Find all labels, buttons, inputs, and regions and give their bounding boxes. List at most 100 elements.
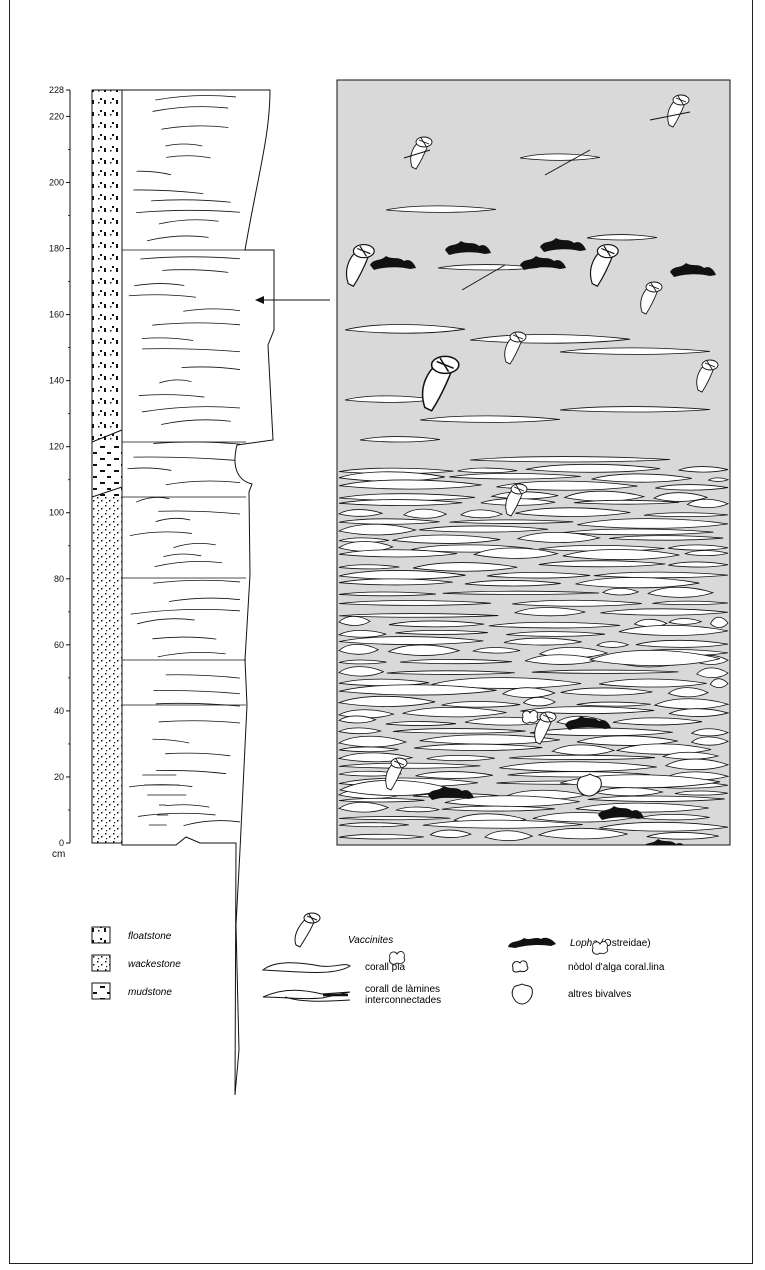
coral-lens bbox=[338, 822, 409, 828]
coral-lens bbox=[591, 473, 692, 483]
coral-lens bbox=[338, 591, 436, 597]
coral-lens bbox=[646, 832, 719, 840]
bedding-line bbox=[140, 256, 241, 260]
lithology-column bbox=[91, 89, 123, 844]
coral-lens bbox=[457, 467, 518, 474]
coral-lens bbox=[403, 508, 448, 519]
coral-lens bbox=[587, 795, 725, 802]
bedding-line bbox=[161, 125, 229, 130]
coral-lens bbox=[449, 472, 581, 480]
lopha-oyster bbox=[565, 716, 611, 730]
bedding-line bbox=[157, 652, 226, 658]
coral-lens bbox=[413, 743, 543, 751]
coral-lens bbox=[337, 523, 417, 536]
detail-panel-border bbox=[336, 79, 731, 846]
vaccinites-rudist bbox=[385, 757, 408, 791]
coral-lens bbox=[337, 695, 436, 707]
lopha-oyster bbox=[445, 241, 491, 255]
coral-lens bbox=[337, 629, 388, 638]
bedding-line bbox=[133, 189, 204, 195]
coral-lens bbox=[429, 829, 472, 838]
bedding-line bbox=[152, 106, 229, 112]
coral-lens bbox=[522, 696, 556, 707]
coral-lens bbox=[551, 744, 616, 756]
bedding-line bbox=[153, 690, 241, 695]
coral-lens bbox=[338, 746, 399, 753]
bedding-line bbox=[158, 510, 241, 515]
wackestone-swatch bbox=[91, 954, 111, 972]
coral-lens bbox=[471, 647, 521, 654]
bedding-line bbox=[135, 496, 170, 503]
coral-lens bbox=[655, 484, 729, 491]
coral-lens bbox=[337, 727, 383, 735]
coral-lens bbox=[644, 512, 729, 518]
lopha-oyster bbox=[520, 256, 566, 270]
bedding-line bbox=[129, 531, 192, 537]
coral-lens bbox=[338, 797, 425, 803]
bedding-line bbox=[151, 199, 231, 203]
coral-lens bbox=[615, 743, 712, 755]
bedding-line bbox=[152, 322, 241, 326]
coral-lens bbox=[418, 525, 549, 533]
coral-lens bbox=[576, 701, 651, 707]
vaccinites-rudist bbox=[345, 244, 375, 287]
floatstone-swatch bbox=[91, 926, 111, 944]
bedding-line bbox=[147, 235, 209, 242]
tick-label: 140 bbox=[49, 376, 64, 386]
legend-laminar-coral-2: interconnectades bbox=[365, 995, 441, 1006]
coral-lens bbox=[537, 827, 628, 840]
coral-lens bbox=[516, 531, 601, 543]
coral-lens bbox=[599, 678, 707, 688]
bedding-line bbox=[137, 618, 195, 625]
bedding-line bbox=[161, 419, 231, 425]
coral-lens bbox=[668, 708, 730, 717]
coral-lens bbox=[464, 580, 561, 587]
bedding-line bbox=[153, 579, 241, 584]
coral-lens bbox=[488, 621, 621, 629]
coral-lens bbox=[338, 636, 484, 645]
coral-lens bbox=[599, 821, 729, 832]
coral-lens bbox=[667, 687, 709, 698]
vaccinites-rudist bbox=[421, 355, 460, 412]
legend-nodol: nòdol d'alga coral.lina bbox=[568, 962, 665, 973]
vaccinites-rudist bbox=[589, 244, 619, 287]
bedding-line bbox=[141, 337, 194, 341]
coral-lens bbox=[338, 659, 387, 665]
coral-lens bbox=[473, 547, 559, 559]
coral-lens bbox=[338, 499, 463, 506]
vaccinites-rudist bbox=[696, 359, 719, 393]
coral-lens bbox=[668, 561, 729, 568]
coral-lens bbox=[563, 490, 646, 502]
bedding-line bbox=[128, 294, 197, 298]
coral-lens bbox=[337, 509, 384, 517]
tick-label: 100 bbox=[49, 508, 64, 518]
algal-nodule bbox=[389, 951, 406, 965]
coral-lens bbox=[690, 736, 729, 746]
vaccinites-rudist bbox=[667, 94, 690, 128]
coral-lens bbox=[538, 560, 666, 568]
coral-lens bbox=[469, 456, 671, 463]
coral-lens bbox=[338, 833, 424, 840]
coral-lens bbox=[338, 762, 481, 769]
vaccinites-rudist bbox=[505, 483, 528, 517]
coral-lens bbox=[422, 819, 583, 829]
coral-lens bbox=[709, 678, 729, 688]
coral-lens bbox=[559, 406, 711, 413]
fracture-line bbox=[544, 149, 591, 176]
coral-lens bbox=[710, 616, 729, 628]
tick-label: 228 bbox=[49, 85, 64, 95]
bedding-line bbox=[165, 143, 203, 147]
coral-lens bbox=[486, 571, 591, 579]
legend: floatstone wackestone mudstone Vaccinite… bbox=[91, 912, 665, 1006]
axis-unit: cm bbox=[52, 849, 65, 860]
coral-lens bbox=[515, 507, 631, 517]
coral-lens bbox=[595, 787, 664, 797]
coral-lens bbox=[442, 590, 600, 595]
coral-lens bbox=[501, 687, 556, 698]
coral-lens bbox=[394, 806, 440, 813]
coral-lens bbox=[337, 735, 408, 748]
tick-label: 180 bbox=[49, 244, 64, 254]
coral-lens bbox=[520, 706, 655, 715]
coral-lens bbox=[525, 463, 661, 473]
